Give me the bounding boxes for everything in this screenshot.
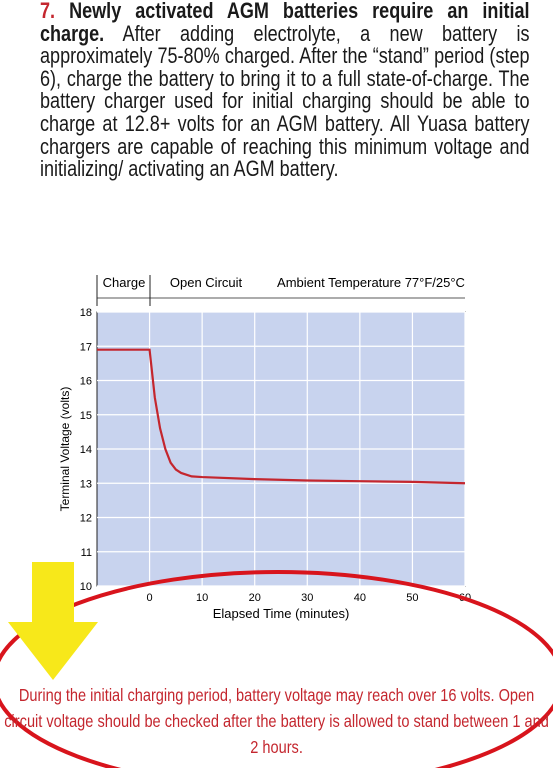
y-tick-label: 16 <box>80 376 92 388</box>
x-tick-label: 10 <box>196 592 208 604</box>
x-tick-label: 50 <box>406 592 418 604</box>
x-tick-label: 20 <box>249 592 261 604</box>
arrow <box>8 562 98 680</box>
region-label: Charge <box>103 275 146 290</box>
x-tick-label: 40 <box>354 592 366 604</box>
step-number: 7. <box>40 0 56 23</box>
series-line <box>97 348 466 485</box>
x-tick-label: 30 <box>301 592 313 604</box>
y-axis-label: Terminal Voltage (volts) <box>58 387 72 512</box>
y-tick-label: 17 <box>80 341 92 353</box>
annotation: During the initial charging period, batt… <box>4 685 549 757</box>
x-axis-label: Elapsed Time (minutes) <box>213 606 350 621</box>
y-tick-label: 12 <box>80 513 92 525</box>
y-tick-label: 11 <box>81 547 92 559</box>
y-tick-label: 13 <box>80 478 92 490</box>
y-tick-label: 14 <box>80 444 92 456</box>
x-tick-label: 0 <box>147 592 153 604</box>
y-tick-label: 10 <box>80 581 92 593</box>
paragraph: 7. Newly activated AGM batteries require… <box>40 0 530 181</box>
region-label: Ambient Temperature 77°F/25°C <box>277 275 465 290</box>
region-label: Open Circuit <box>170 275 243 290</box>
y-tick-label: 18 <box>80 307 92 319</box>
body: After adding electrolyte, a new battery … <box>40 20 530 182</box>
heading: Newly activated AGM batteries require an… <box>40 0 530 46</box>
highlight-ellipse <box>0 570 553 768</box>
y-tick-label: 15 <box>80 410 92 422</box>
